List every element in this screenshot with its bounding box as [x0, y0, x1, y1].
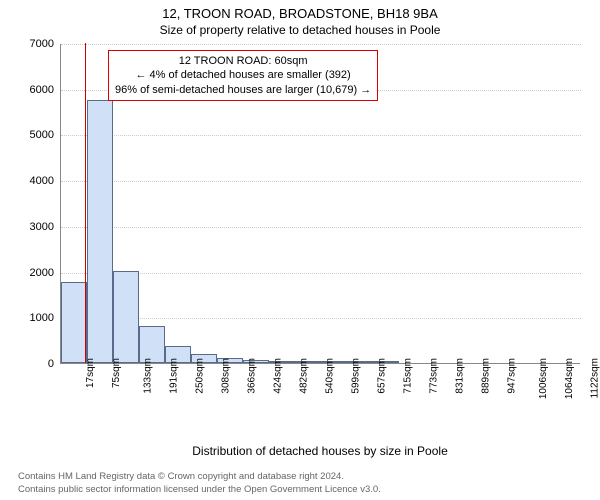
gridline	[61, 318, 581, 319]
x-tick-label: 250sqm	[195, 358, 206, 394]
x-tick-label: 191sqm	[169, 358, 180, 394]
x-tick-label: 75sqm	[111, 358, 122, 388]
gridline	[61, 227, 581, 228]
x-tick-label: 831sqm	[455, 358, 466, 394]
x-tick-label: 133sqm	[143, 358, 154, 394]
x-tick-label: 17sqm	[85, 358, 96, 388]
y-tick-label: 0	[14, 358, 54, 370]
x-tick-label: 482sqm	[299, 358, 310, 394]
y-tick-label: 1000	[14, 312, 54, 324]
y-tick-label: 3000	[14, 221, 54, 233]
annotation-line1: 12 TROON ROAD: 60sqm	[115, 54, 371, 68]
x-axis-label: Distribution of detached houses by size …	[60, 444, 580, 458]
marker-line	[85, 43, 86, 363]
x-tick-label: 366sqm	[247, 358, 258, 394]
footer: Contains HM Land Registry data © Crown c…	[18, 471, 381, 496]
x-tick-label: 540sqm	[325, 358, 336, 394]
gridline	[61, 44, 581, 45]
y-tick-label: 4000	[14, 175, 54, 187]
histogram-bar	[61, 282, 87, 363]
y-tick-label: 2000	[14, 267, 54, 279]
x-tick-label: 1006sqm	[538, 358, 549, 399]
gridline	[61, 181, 581, 182]
x-tick-label: 773sqm	[429, 358, 440, 394]
page-subtitle: Size of property relative to detached ho…	[0, 21, 600, 37]
x-tick-label: 599sqm	[351, 358, 362, 394]
footer-line2: Contains public sector information licen…	[18, 484, 381, 496]
footer-line1: Contains HM Land Registry data © Crown c…	[18, 471, 381, 483]
x-tick-label: 715sqm	[403, 358, 414, 394]
y-tick-label: 5000	[14, 129, 54, 141]
x-tick-label: 424sqm	[273, 358, 284, 394]
chart-area: 0100020003000400050006000700017sqm75sqm1…	[60, 44, 580, 404]
x-tick-label: 308sqm	[221, 358, 232, 394]
x-tick-label: 889sqm	[481, 358, 492, 394]
y-tick-label: 6000	[14, 84, 54, 96]
x-tick-label: 657sqm	[377, 358, 388, 394]
histogram-bar	[113, 271, 139, 363]
y-tick-label: 7000	[14, 38, 54, 50]
gridline	[61, 135, 581, 136]
annotation-line2: ← 4% of detached houses are smaller (392…	[115, 68, 371, 82]
page-title: 12, TROON ROAD, BROADSTONE, BH18 9BA	[0, 0, 600, 21]
x-tick-label: 947sqm	[507, 358, 518, 394]
annotation-line3: 96% of semi-detached houses are larger (…	[115, 83, 371, 97]
gridline	[61, 273, 581, 274]
histogram-bar	[87, 100, 113, 363]
annotation-box: 12 TROON ROAD: 60sqm ← 4% of detached ho…	[108, 50, 378, 101]
x-tick-label: 1064sqm	[564, 358, 575, 399]
x-tick-label: 1122sqm	[589, 358, 600, 398]
